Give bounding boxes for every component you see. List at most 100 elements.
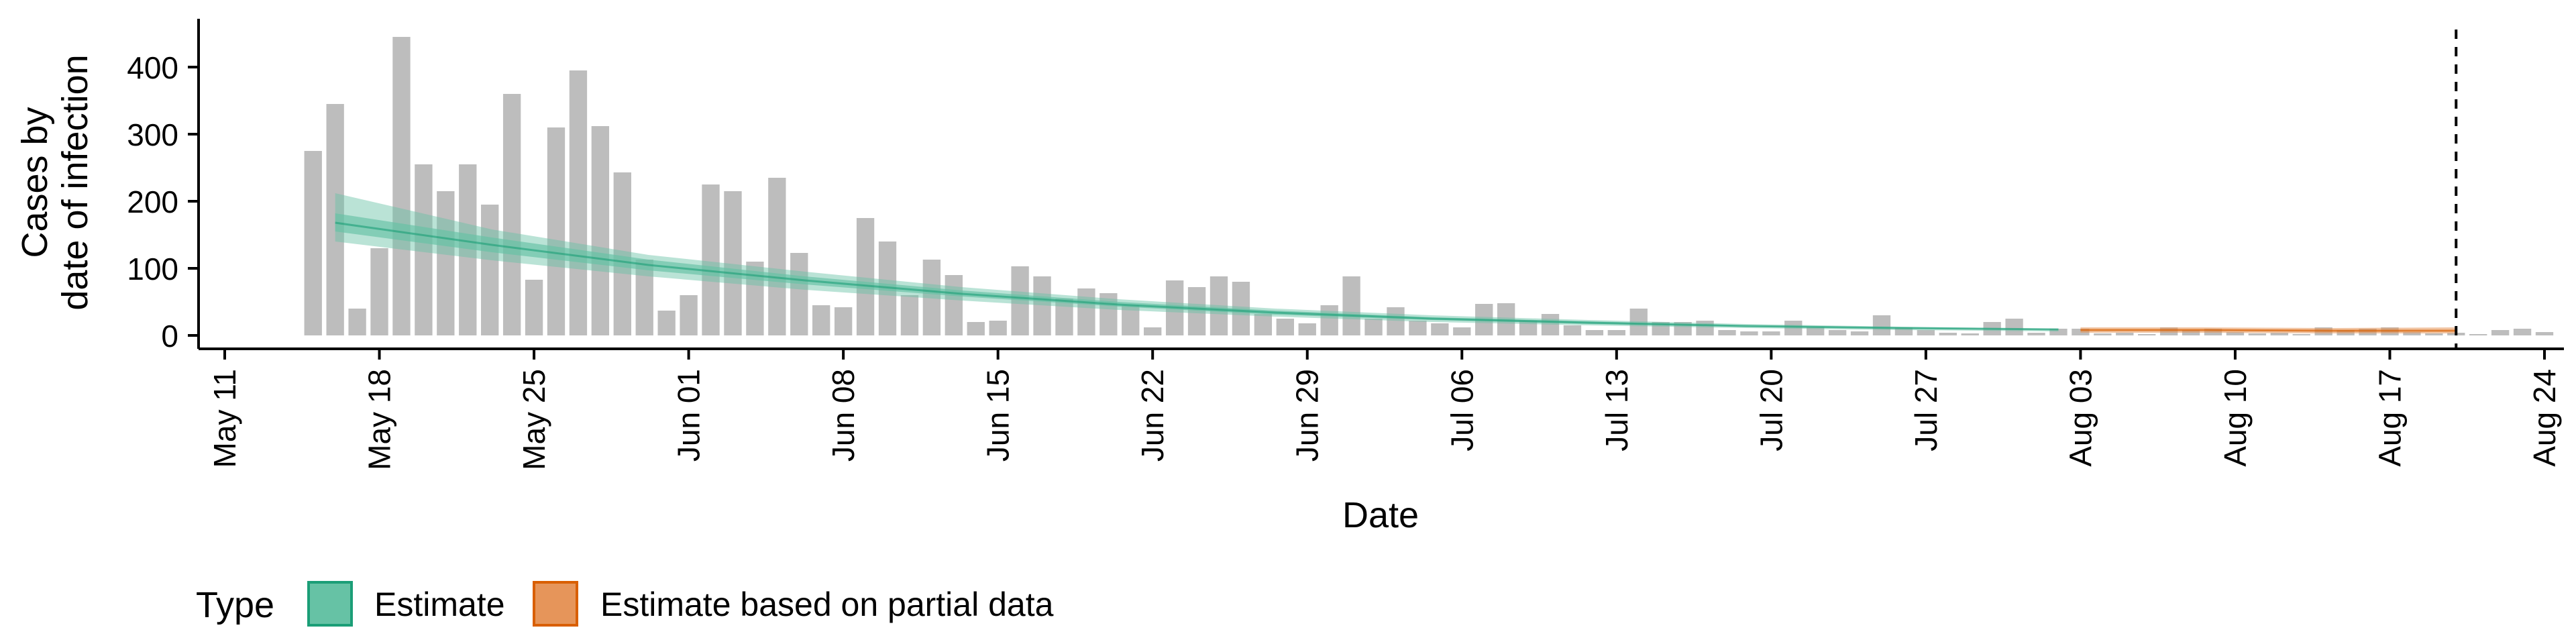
bar [680, 295, 698, 335]
bar [900, 295, 919, 335]
bar [459, 164, 477, 335]
bar [502, 94, 521, 335]
x-tick-label: May 11 [207, 369, 242, 468]
legend-label-estimate: Estimate [374, 586, 505, 623]
bar [1961, 333, 1979, 335]
bar [1387, 307, 1405, 335]
bar [481, 205, 499, 335]
x-tick-label: May 25 [517, 369, 551, 470]
bar [2270, 333, 2288, 335]
bar [2425, 333, 2443, 335]
bar [392, 37, 411, 335]
bar [1364, 319, 1383, 335]
bar [1652, 322, 1670, 335]
x-axis-title: Date [1342, 495, 1419, 535]
x-tick-label: Jun 01 [672, 369, 706, 462]
legend-label-partial-estimate: Estimate based on partial data [600, 586, 1054, 623]
x-tick-label: Jul 27 [1909, 369, 1943, 451]
bar [856, 218, 875, 335]
bar [1541, 314, 1560, 335]
legend-key-partial-estimate [533, 581, 578, 627]
bar [1431, 323, 1449, 335]
bar [1276, 319, 1294, 335]
x-tick-label: May 18 [362, 369, 397, 470]
bar [635, 260, 653, 335]
bar [1210, 276, 1228, 335]
bar [1409, 321, 1427, 335]
bar [370, 248, 388, 335]
bar [1033, 276, 1051, 335]
bar [2491, 330, 2510, 335]
bar [2469, 334, 2487, 335]
bar [1894, 327, 1913, 335]
estimate-band-90 [335, 193, 2059, 331]
bar [2226, 332, 2245, 335]
partial-estimate-median-line [2080, 329, 2457, 332]
bar [768, 178, 786, 335]
bar [724, 191, 742, 335]
bar [790, 253, 808, 335]
x-tick-label: Aug 17 [2372, 369, 2407, 467]
x-tick-label: Jun 08 [826, 369, 861, 462]
y-tick-label: 300 [127, 117, 178, 152]
bar [1144, 327, 1162, 335]
bar [1320, 305, 1338, 335]
bar [1872, 315, 1891, 335]
bar [1254, 314, 1273, 335]
bar [2292, 334, 2310, 335]
bar [702, 184, 720, 335]
bar [1122, 305, 1140, 335]
x-tick-label: Jun 15 [981, 369, 1016, 462]
bar [2116, 333, 2134, 335]
bar [945, 275, 963, 335]
bar [967, 322, 985, 335]
bar [1607, 330, 1625, 335]
bar [1807, 327, 1825, 335]
x-tick-label: Jul 20 [1754, 369, 1788, 451]
x-tick-label: Jun 22 [1135, 369, 1170, 462]
bar [1298, 323, 1316, 335]
x-tick-label: Jul 06 [1444, 369, 1479, 451]
bar [1077, 288, 1095, 335]
x-tick-label: Aug 03 [2063, 369, 2098, 467]
bar [1519, 321, 1538, 335]
bar [1740, 331, 1758, 335]
bar [348, 309, 366, 335]
x-axis-ticks: May 11 May 18 May 25 Jun 01 Jun 08 Jun 15 Jun … [207, 349, 2562, 470]
y-tick-label: 200 [127, 184, 178, 219]
bar [1011, 266, 1029, 335]
y-tick-label: 400 [127, 50, 178, 85]
bar [1563, 325, 1582, 335]
bar [304, 151, 322, 335]
bar [1939, 333, 1957, 335]
bar [569, 70, 588, 335]
bar [2513, 329, 2532, 335]
legend-key-estimate [307, 581, 353, 627]
bar [1099, 293, 1118, 335]
y-axis-title-line-2: date of infection [55, 54, 95, 310]
bar [657, 311, 676, 335]
bar [2049, 329, 2068, 335]
bar [1342, 276, 1360, 335]
bar [1187, 287, 1206, 335]
estimate-median-line [335, 221, 2059, 331]
bar [415, 164, 433, 335]
bar [2027, 333, 2045, 335]
bar [834, 307, 853, 335]
bar [2535, 332, 2554, 335]
bar [591, 126, 610, 335]
bar [1718, 330, 1736, 335]
x-tick-label: Aug 24 [2527, 369, 2562, 467]
bar [2138, 334, 2156, 335]
bar [1453, 327, 1471, 335]
bar [437, 191, 455, 335]
bar [1917, 330, 1935, 335]
estimate-band-50 [335, 213, 2059, 330]
legend-title: Type [196, 585, 274, 625]
bar [1585, 330, 1604, 335]
y-tick-label: 0 [161, 319, 178, 354]
bar [1828, 330, 1847, 335]
y-tick-label: 100 [127, 252, 178, 286]
bar [812, 305, 830, 335]
